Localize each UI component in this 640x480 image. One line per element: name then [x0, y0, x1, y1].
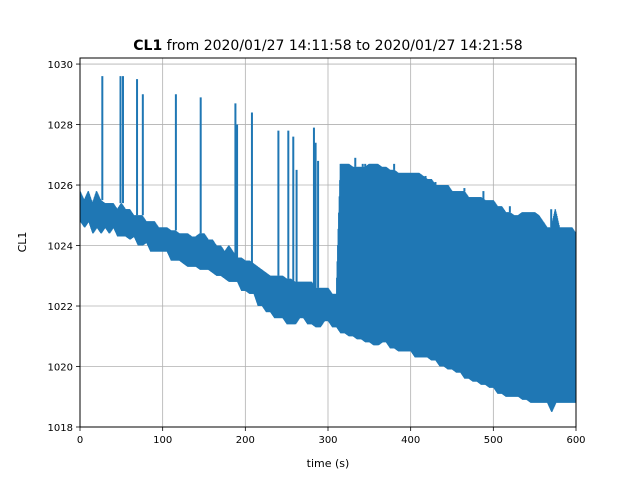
- x-tick-label: 200: [236, 435, 255, 446]
- x-tick-label: 300: [318, 435, 337, 446]
- x-axis: 0 100 200 300 400 500 600: [77, 427, 586, 446]
- x-tick-label: 100: [153, 435, 172, 446]
- x-tick-label: 0: [77, 435, 83, 446]
- y-tick-label: 1024: [48, 242, 73, 253]
- series-band: [80, 163, 576, 412]
- y-tick-label: 1030: [48, 60, 73, 71]
- x-tick-label: 600: [566, 435, 585, 446]
- y-tick-label: 1018: [48, 423, 73, 434]
- x-axis-label: time (s): [307, 457, 350, 470]
- chart-title-rest: from 2020/01/27 14:11:58 to 2020/01/27 1…: [162, 38, 522, 54]
- plot-area: [80, 76, 576, 412]
- y-tick-label: 1026: [48, 181, 73, 192]
- y-axis: 1018 1020 1022 1024 1026 1028 1030: [48, 60, 80, 434]
- x-tick-label: 500: [484, 435, 503, 446]
- chart-title: CL1 from 2020/01/27 14:11:58 to 2020/01/…: [133, 38, 522, 54]
- y-tick-label: 1028: [48, 121, 73, 132]
- y-tick-label: 1022: [48, 302, 73, 313]
- x-tick-label: 400: [401, 435, 420, 446]
- y-tick-label: 1020: [48, 363, 73, 374]
- y-axis-label: CL1: [16, 232, 29, 253]
- chart-title-bold: CL1: [133, 38, 162, 54]
